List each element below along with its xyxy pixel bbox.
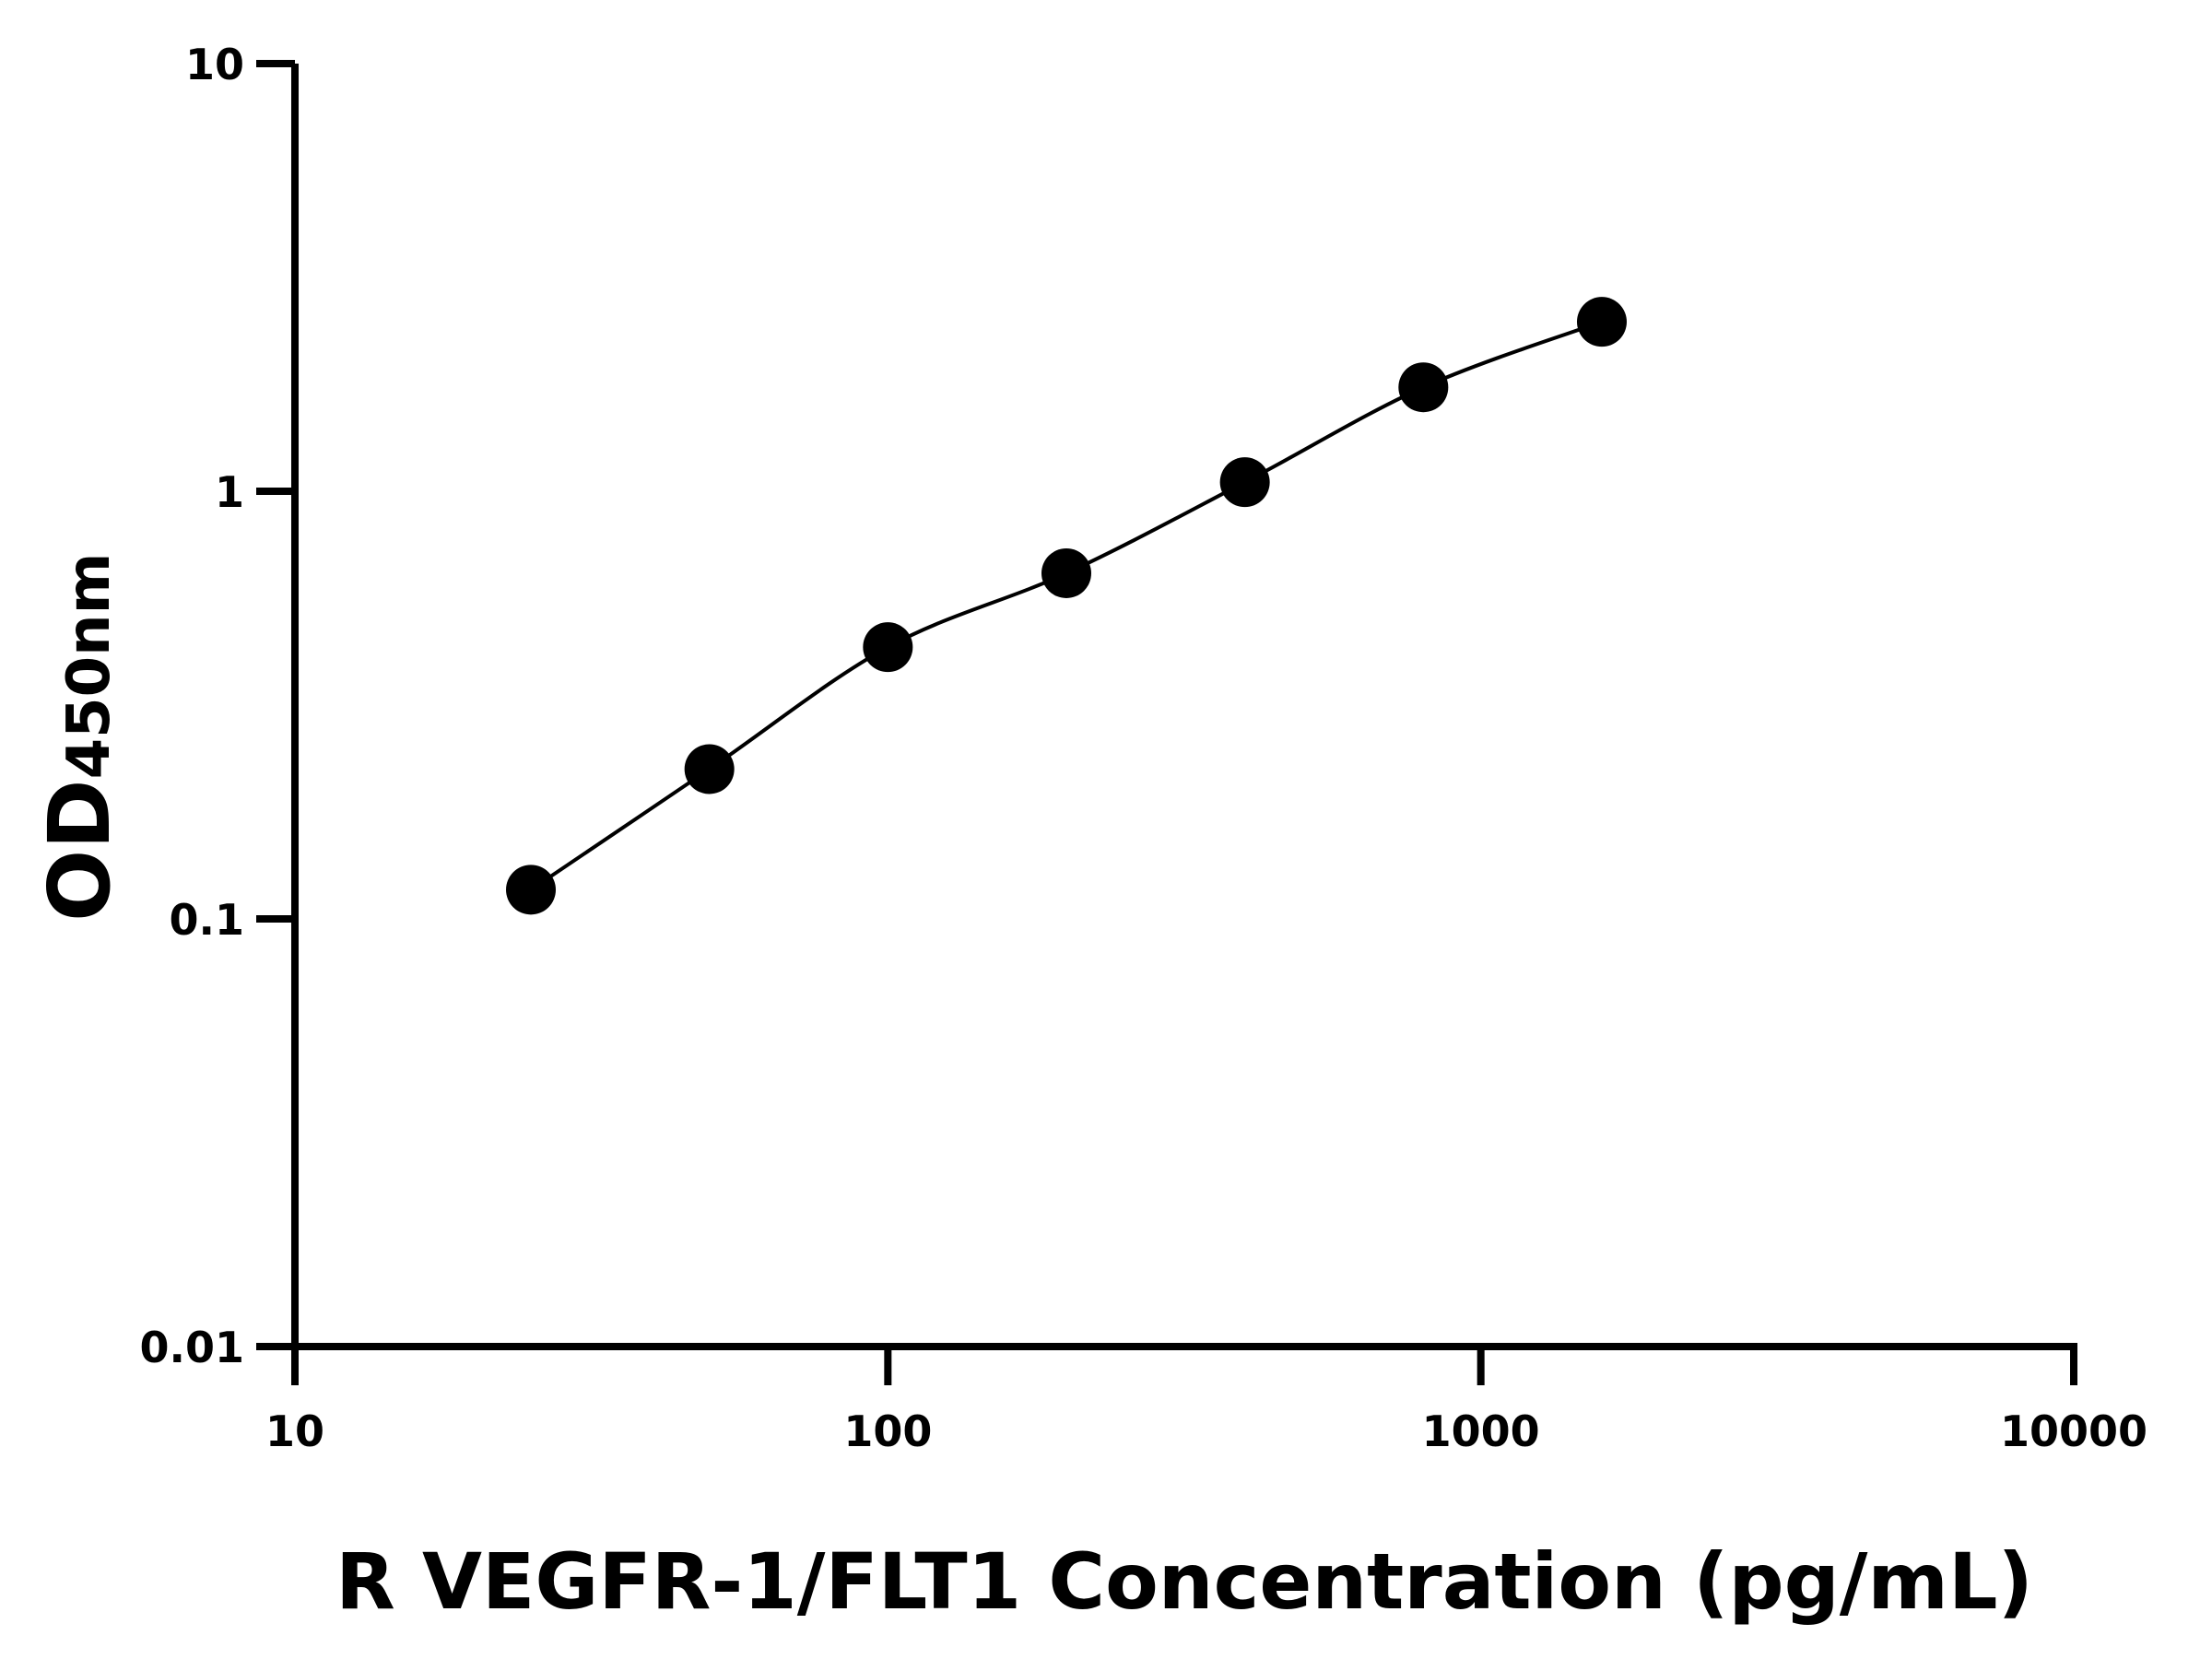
x-tick-label: 10 [265, 1406, 324, 1456]
fit-curve [529, 320, 1603, 892]
axes [256, 60, 2077, 1385]
y-tick-labels: 0.01 0.1 1 10 [140, 40, 245, 1372]
x-tick-label: 10000 [2000, 1406, 2147, 1456]
x-tick-label: 1000 [1422, 1406, 1540, 1456]
data-point [1398, 362, 1449, 413]
data-point [506, 865, 557, 915]
x-tick-label: 100 [843, 1406, 932, 1456]
x-axis-title: R VEGFR-1/FLT1 Concentration (pg/mL) [335, 1536, 2033, 1627]
y-tick-label: 10 [185, 40, 244, 89]
x-tick-labels: 10 100 1000 10000 [265, 1406, 2147, 1456]
y-axis-title: OD450nm [30, 553, 129, 922]
y-axis-title-main: OD [30, 779, 129, 922]
data-point [1576, 297, 1627, 347]
y-tick-label: 1 [215, 467, 244, 517]
data-point [1219, 457, 1270, 508]
y-axis-title-subscript: 450nm [55, 553, 124, 780]
y-tick-label: 0.01 [140, 1323, 245, 1372]
data-point [1041, 547, 1091, 598]
data-point [863, 622, 913, 673]
data-points [506, 297, 1627, 915]
y-tick-label: 0.1 [170, 895, 245, 945]
data-point [684, 744, 735, 794]
